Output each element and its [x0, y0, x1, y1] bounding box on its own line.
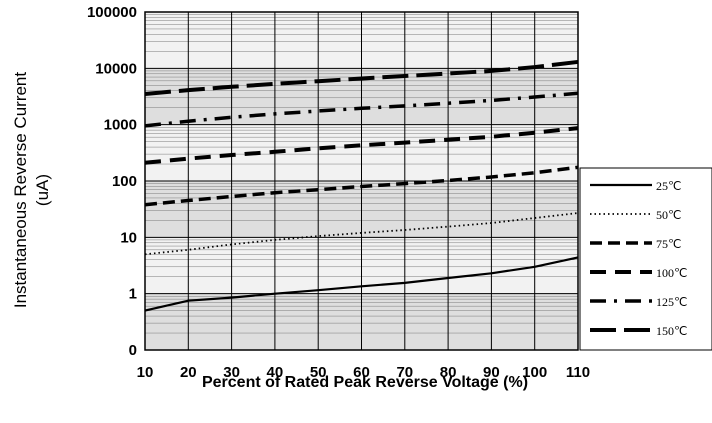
x-tick-labels: 10 20 30 40 50 60 70 80 90 100 110 [137, 364, 590, 381]
legend: 25℃ 50℃ 75℃ 100℃ 125℃ 150℃ [579, 167, 712, 351]
x-tick-label: 30 [223, 364, 240, 381]
y-tick-label: 10 [120, 229, 137, 246]
x-tick-label: 10 [137, 364, 154, 381]
x-axis-title: Percent of Rated Peak Reverse Voltage (%… [202, 374, 528, 391]
x-tick-label: 110 [566, 364, 590, 381]
x-tick-label: 100 [522, 364, 547, 381]
y-axis-title-line2: (uA) [33, 174, 52, 206]
y-tick-labels: 0 1 10 100 1000 10000 100000 [87, 4, 137, 359]
plot-frame [144, 11, 579, 351]
x-tick-label: 80 [440, 364, 457, 381]
y-tick-label: 100000 [87, 4, 137, 21]
series-line-0 [144, 256, 579, 312]
series-line-1 [144, 212, 579, 256]
series-line-2 [144, 165, 579, 207]
y-axis-title-line1: Instantaneous Reverse Current [11, 72, 30, 309]
series-line-4 [144, 91, 579, 128]
x-tick-label: 40 [267, 364, 284, 381]
x-tick-label: 90 [483, 364, 500, 381]
legend-label-0: 25℃ [656, 179, 681, 193]
y-tick-label: 0 [129, 342, 137, 359]
x-tick-label: 50 [310, 364, 327, 381]
x-tick-label: 60 [353, 364, 370, 381]
series-layer [144, 59, 579, 312]
series-line-5 [144, 59, 579, 96]
x-tick-label: 20 [180, 364, 197, 381]
series-line-3 [144, 126, 579, 165]
legend-label-4: 125℃ [656, 295, 687, 309]
legend-label-3: 100℃ [656, 266, 687, 280]
y-tick-label: 10000 [95, 60, 137, 77]
grid-lines [144, 11, 579, 351]
legend-box [579, 167, 712, 351]
legend-label-5: 150℃ [656, 324, 687, 338]
y-tick-label: 1 [129, 286, 137, 303]
legend-label-2: 75℃ [656, 237, 681, 251]
legend-label-1: 50℃ [656, 208, 681, 222]
y-tick-label: 100 [112, 173, 137, 190]
y-tick-label: 1000 [104, 117, 137, 134]
x-tick-label: 70 [396, 364, 413, 381]
